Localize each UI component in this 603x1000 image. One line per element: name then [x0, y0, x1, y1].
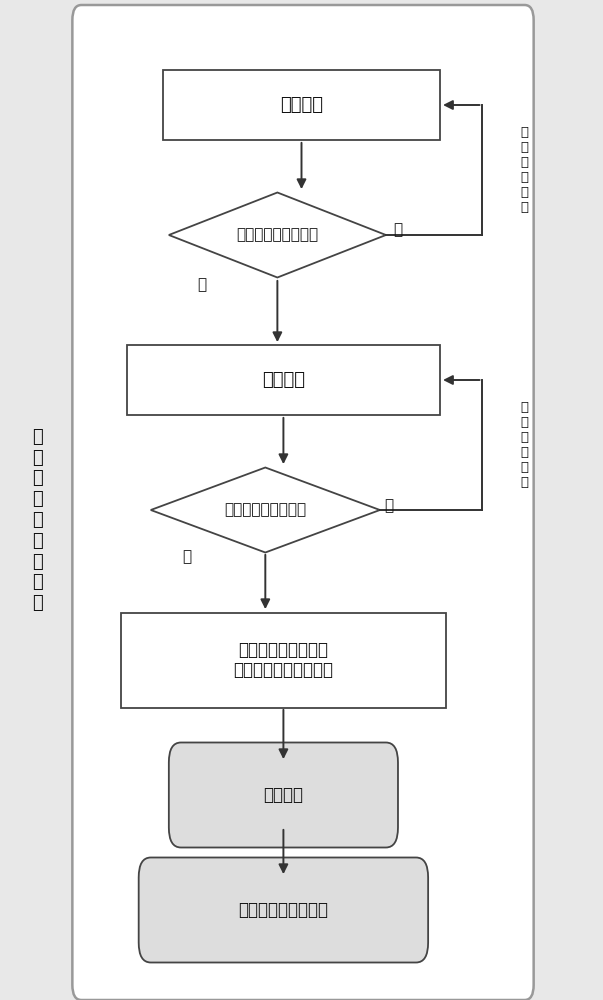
- Text: 是: 是: [182, 550, 192, 564]
- Text: 继
续
全
屏
播
放: 继 续 全 屏 播 放: [520, 401, 529, 489]
- Text: 是: 是: [197, 277, 207, 292]
- FancyBboxPatch shape: [121, 612, 446, 708]
- FancyBboxPatch shape: [127, 345, 440, 415]
- FancyBboxPatch shape: [139, 857, 428, 962]
- Text: 图像打印与电子发送: 图像打印与电子发送: [238, 901, 329, 919]
- Polygon shape: [169, 192, 386, 277]
- FancyBboxPatch shape: [163, 70, 440, 140]
- Polygon shape: [151, 468, 380, 552]
- Text: 在线支付: 在线支付: [264, 786, 303, 804]
- Text: 否: 否: [384, 498, 394, 514]
- FancyBboxPatch shape: [72, 5, 534, 1000]
- Text: 全屏播放: 全屏播放: [262, 371, 305, 389]
- Text: 是否需要打印留念？: 是否需要打印留念？: [224, 502, 306, 518]
- Text: 分组播放: 分组播放: [280, 96, 323, 114]
- Text: 切换到图像浏览模式
供用户勾选心宜的图像: 切换到图像浏览模式 供用户勾选心宜的图像: [233, 641, 333, 679]
- Text: 换
下
一
批
播
放: 换 下 一 批 播 放: [520, 126, 529, 214]
- FancyBboxPatch shape: [169, 742, 398, 848]
- Text: 是否有感兴趣的组？: 是否有感兴趣的组？: [236, 228, 318, 242]
- Text: 智
能
显
示
与
自
助
打
印: 智 能 显 示 与 自 助 打 印: [32, 428, 43, 612]
- Text: 否: 否: [393, 223, 403, 237]
